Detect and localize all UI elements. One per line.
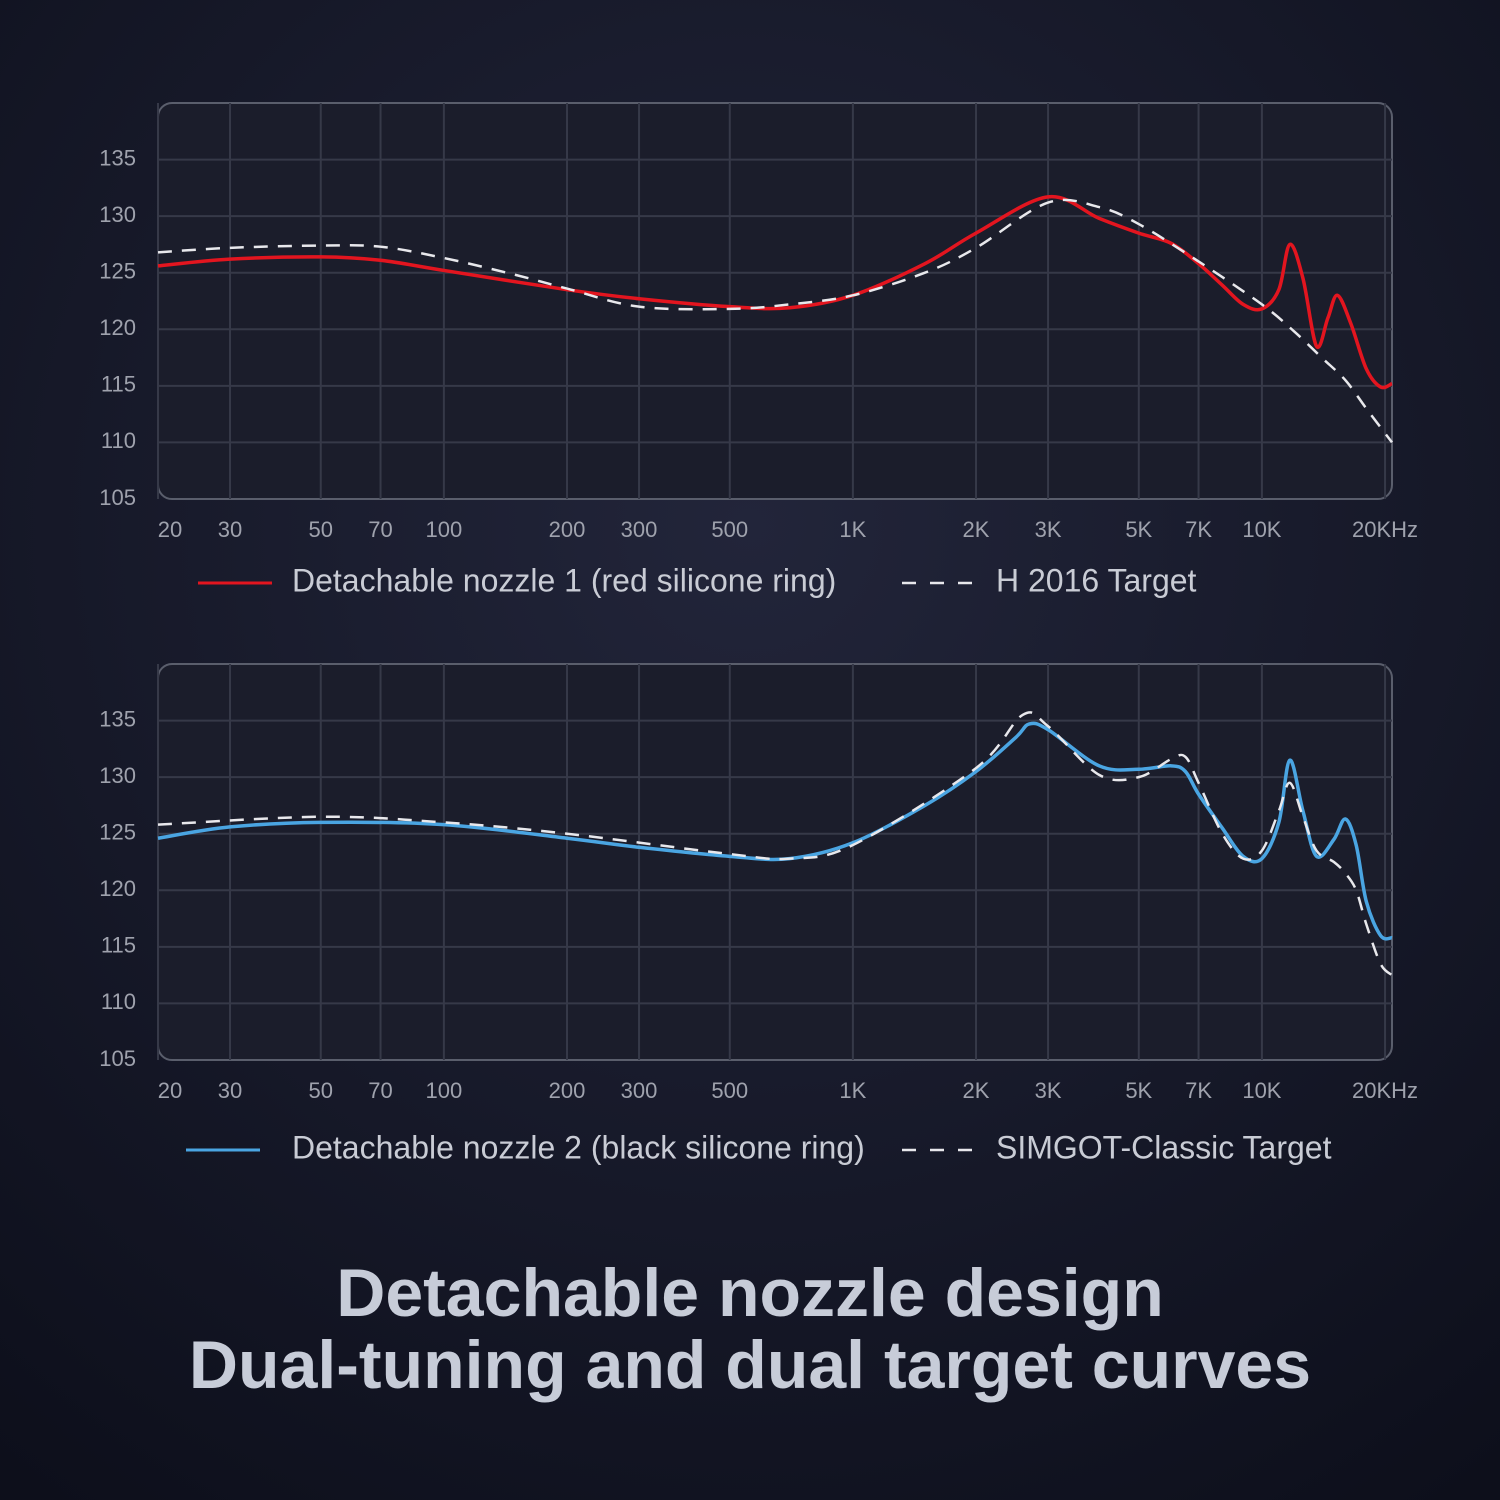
- x-tick-label: 3K: [1035, 517, 1062, 542]
- x-tick-label: 50: [309, 517, 333, 542]
- series-line: [157, 198, 1393, 444]
- y-tick-label: 135: [99, 145, 136, 170]
- y-tick-label: 125: [99, 820, 136, 845]
- plot-area: [157, 102, 1393, 500]
- x-tick-label: 7K: [1185, 517, 1212, 542]
- legend-label: SIMGOT-Classic Target: [996, 1129, 1332, 1165]
- legend-label: Detachable nozzle 1 (red silicone ring): [292, 562, 836, 598]
- x-tick-label: 7K: [1185, 1078, 1212, 1103]
- x-tick-label: 20: [158, 517, 182, 542]
- x-tick-label: 300: [621, 1078, 658, 1103]
- x-tick-label: 2K: [963, 517, 990, 542]
- x-tick-label: 30: [218, 517, 242, 542]
- x-tick-label: 5K: [1125, 1078, 1152, 1103]
- x-tick-label: 200: [549, 517, 586, 542]
- y-tick-label: 125: [99, 259, 136, 284]
- x-tick-label: 10K: [1242, 517, 1281, 542]
- y-tick-label: 110: [101, 989, 136, 1014]
- x-tick-label: 5K: [1125, 517, 1152, 542]
- y-tick-label: 115: [101, 933, 136, 958]
- headline: Detachable nozzle design: [336, 1255, 1164, 1331]
- x-tick-label: 200: [549, 1078, 586, 1103]
- y-tick-label: 130: [99, 763, 136, 788]
- x-tick-label: 2K: [963, 1078, 990, 1103]
- y-tick-label: 120: [99, 876, 136, 901]
- x-tick-label: 20: [158, 1078, 182, 1103]
- x-tick-label: 500: [711, 517, 748, 542]
- plot-area: [157, 663, 1393, 1061]
- y-tick-label: 115: [101, 372, 136, 397]
- x-tick-label: 50: [309, 1078, 333, 1103]
- x-tick-label: 30: [218, 1078, 242, 1103]
- y-tick-label: 105: [99, 1046, 136, 1071]
- headline: Dual-tuning and dual target curves: [189, 1327, 1311, 1403]
- y-tick-label: 110: [101, 428, 136, 453]
- x-tick-label: 70: [368, 517, 392, 542]
- x-tick-label: 300: [621, 517, 658, 542]
- x-tick-label: 20KHz: [1352, 517, 1418, 542]
- y-tick-label: 135: [99, 706, 136, 731]
- legend-label: H 2016 Target: [996, 562, 1197, 598]
- x-tick-label: 70: [368, 1078, 392, 1103]
- x-tick-label: 500: [711, 1078, 748, 1103]
- y-tick-label: 130: [99, 202, 136, 227]
- x-tick-label: 1K: [839, 517, 866, 542]
- x-tick-label: 100: [426, 1078, 463, 1103]
- x-tick-label: 20KHz: [1352, 1078, 1418, 1103]
- x-tick-label: 100: [426, 517, 463, 542]
- series-line: [157, 721, 1393, 941]
- x-tick-label: 1K: [839, 1078, 866, 1103]
- legend-label: Detachable nozzle 2 (black silicone ring…: [292, 1129, 865, 1165]
- y-tick-label: 120: [99, 315, 136, 340]
- series-line: [157, 711, 1393, 977]
- series-line: [157, 195, 1393, 390]
- y-tick-label: 105: [99, 485, 136, 510]
- x-tick-label: 3K: [1035, 1078, 1062, 1103]
- x-tick-label: 10K: [1242, 1078, 1281, 1103]
